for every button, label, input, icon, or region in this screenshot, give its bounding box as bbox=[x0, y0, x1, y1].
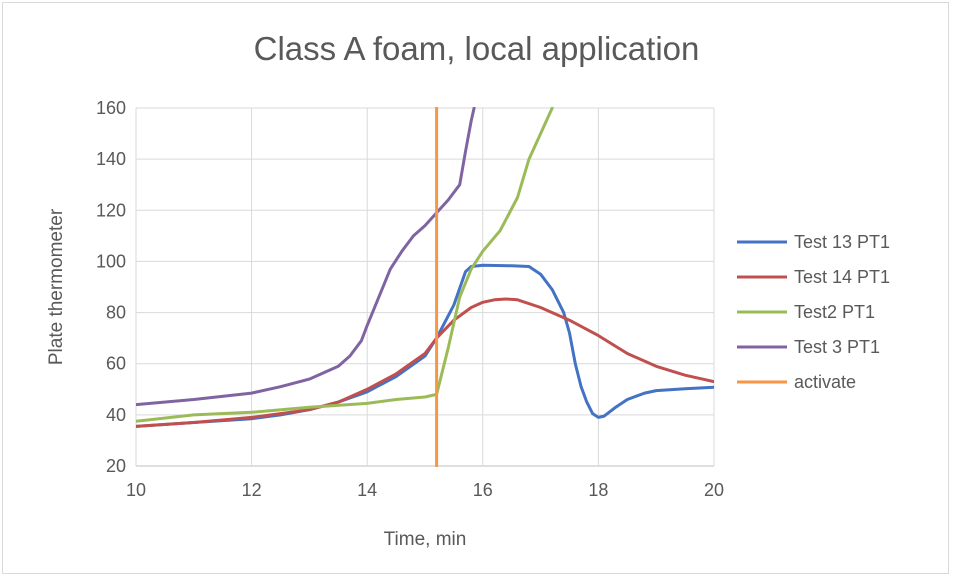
legend: Test 13 PT1 Test 14 PT1 Test2 PT1 Test 3 PT… bbox=[737, 232, 890, 392]
legend-label: Test 13 PT1 bbox=[794, 232, 890, 252]
y-axis-title: Plate thermometer bbox=[46, 208, 67, 365]
x-tick-label: 16 bbox=[473, 480, 493, 500]
x-tick-label: 10 bbox=[126, 480, 146, 500]
legend-label: Test 3 PT1 bbox=[794, 337, 880, 357]
y-tick-label: 160 bbox=[96, 98, 126, 118]
series-line-test-14-pt1 bbox=[136, 297, 714, 428]
series-line-test-3-pt1 bbox=[136, 107, 476, 407]
chart-title: Class A foam, local application bbox=[253, 30, 700, 67]
series-line-test2-pt1 bbox=[136, 107, 554, 423]
y-tick-label: 120 bbox=[96, 200, 126, 220]
legend-label: activate bbox=[794, 372, 856, 392]
x-tick-label: 20 bbox=[704, 480, 724, 500]
tick-labels: 20 40 60 80 100 120 140 160 10 12 14 16 18 20 bbox=[96, 98, 724, 500]
y-tick-label: 60 bbox=[106, 354, 126, 374]
y-tick-label: 20 bbox=[106, 456, 126, 476]
legend-label: Test2 PT1 bbox=[794, 302, 875, 322]
y-tick-label: 140 bbox=[96, 149, 126, 169]
y-tick-label: 80 bbox=[106, 303, 126, 323]
x-tick-label: 18 bbox=[588, 480, 608, 500]
x-axis-title: Time, min bbox=[384, 529, 467, 550]
x-tick-label: 14 bbox=[357, 480, 377, 500]
series-lines bbox=[136, 107, 714, 467]
legend-label: Test 14 PT1 bbox=[794, 267, 890, 287]
x-tick-label: 12 bbox=[242, 480, 262, 500]
grid-lines bbox=[135, 107, 715, 467]
y-tick-label: 100 bbox=[96, 251, 126, 271]
y-tick-label: 40 bbox=[106, 405, 126, 425]
series-line-test-13-pt1 bbox=[136, 263, 714, 428]
